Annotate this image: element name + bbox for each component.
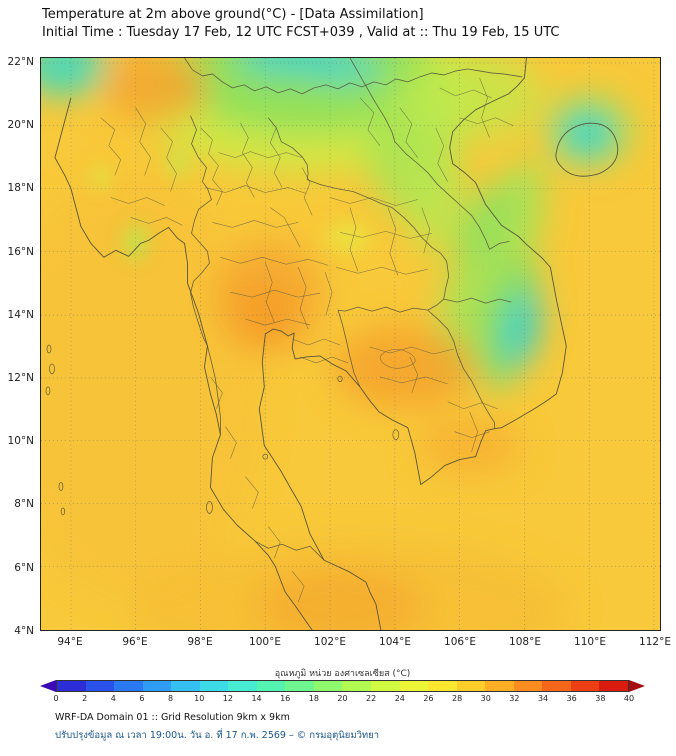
colorbar-segment	[456, 681, 486, 691]
colorbar-tick-label: 36	[566, 694, 577, 703]
colorbar-tick-label: 18	[308, 694, 319, 703]
colorbar-tick-label: 34	[537, 694, 549, 703]
colorbar-segment	[57, 681, 86, 691]
colorbar-segment	[285, 681, 314, 691]
colorbar-segment	[513, 681, 543, 691]
colorbar-tick-label: 38	[595, 694, 606, 703]
x-tick-label: 96°E	[122, 636, 148, 648]
colorbar-segment	[342, 681, 372, 691]
colorbar-segment	[542, 681, 571, 691]
colorbar-segment	[171, 681, 200, 691]
colorbar-tick-label: 12	[222, 694, 233, 703]
x-tick-label: 100°E	[249, 636, 281, 648]
y-tick-label: 10°N	[7, 435, 34, 448]
colorbar-segment	[85, 681, 115, 691]
colorbar	[40, 680, 645, 692]
colorbar-label: อุณหภูมิ หน่วย องศาเซลเซียส (°C)	[274, 669, 411, 679]
colorbar-segment	[428, 681, 457, 691]
x-tick-label: 106°E	[444, 636, 476, 648]
y-tick-label: 20°N	[7, 119, 34, 132]
colorbar-tick-label: 2	[82, 694, 88, 703]
colorbar-segment	[114, 681, 143, 691]
y-tick-label: 12°N	[7, 372, 34, 384]
colorbar-tick-label: 28	[452, 694, 463, 703]
y-tick-label: 18°N	[7, 182, 34, 195]
province-boundaries	[100, 77, 514, 603]
y-tick-label: 4°N	[14, 624, 34, 637]
colorbar-tick-label: 10	[194, 694, 205, 703]
x-tick-label: 94°E	[57, 636, 83, 648]
colorbar-segment	[570, 681, 600, 691]
colorbar-segment	[399, 681, 429, 691]
x-tick-label: 98°E	[187, 636, 213, 648]
colorbar-arrow-right	[629, 680, 645, 692]
x-tick-label: 108°E	[509, 636, 541, 648]
y-tick-label: 8°N	[14, 498, 34, 511]
colorbar-tick-label: 4	[110, 694, 116, 703]
x-tick-label: 112°E	[639, 636, 671, 648]
figure-title: Temperature at 2m above ground(°C) - [Da…	[42, 7, 424, 22]
colorbar-tick-label: 24	[394, 694, 405, 703]
colorbar-segments	[56, 680, 629, 692]
colorbar-segment	[485, 681, 514, 691]
colorbar-tick-label: 26	[423, 694, 434, 703]
colorbar-segment	[371, 681, 400, 691]
temperature-field	[41, 58, 635, 630]
y-tick-label: 22°N	[7, 56, 34, 68]
colorbar-tick-label: 22	[366, 694, 377, 703]
x-tick-label: 110°E	[574, 636, 606, 648]
footer-update-info: ปรับปรุงข้อมูล ณ เวลา 19:00น. วัน อ. ที่…	[55, 730, 380, 741]
colorbar-tick-label: 16	[280, 694, 291, 703]
y-tick-label: 6°N	[14, 561, 34, 574]
map-plot	[40, 57, 661, 631]
x-tick-label: 104°E	[379, 636, 411, 648]
y-axis: 22°N 20°N 18°N 16°N 14°N 12°N 10°N 8°N 6°N 4°N	[0, 56, 37, 637]
x-tick-label: 102°E	[314, 636, 346, 648]
colorbar-tick-label: 0	[53, 694, 59, 703]
colorbar-tick-label: 8	[168, 694, 174, 703]
colorbar-tick-label: 14	[251, 694, 262, 703]
colorbar-segment	[256, 681, 286, 691]
y-tick-label: 16°N	[7, 245, 34, 258]
colorbar-tick-label: 6	[139, 694, 145, 703]
temperature-field-svg	[41, 58, 660, 630]
colorbar-segment	[142, 681, 172, 691]
islands	[45, 344, 400, 516]
colorbar-segment	[199, 681, 229, 691]
footer-domain-info: WRF-DA Domain 01 :: Grid Resolution 9km …	[55, 712, 290, 723]
colorbar-tick-label: 40	[623, 694, 635, 703]
colorbar-ticks: 0 2 4 6 8 10 12 14 16 18 20 22 24 26 28 30 32 34 36 38 40	[53, 694, 634, 704]
colorbar-tick-label: 32	[509, 694, 520, 703]
y-tick-label: 14°N	[7, 308, 34, 321]
figure-subtitle: Initial Time : Tuesday 17 Feb, 12 UTC FC…	[42, 25, 560, 40]
colorbar-arrow-left	[40, 680, 56, 692]
colorbar-tick-label: 20	[337, 694, 348, 703]
colorbar-tick-label: 30	[480, 694, 491, 703]
coastlines	[54, 58, 619, 630]
colorbar-segment	[313, 681, 343, 691]
country-borders	[184, 58, 523, 561]
colorbar-segment	[228, 681, 257, 691]
colorbar-segment	[599, 681, 628, 691]
x-axis: 94°E 96°E 98°E 100°E 102°E 104°E 106°E 108°E 110…	[40, 636, 671, 650]
